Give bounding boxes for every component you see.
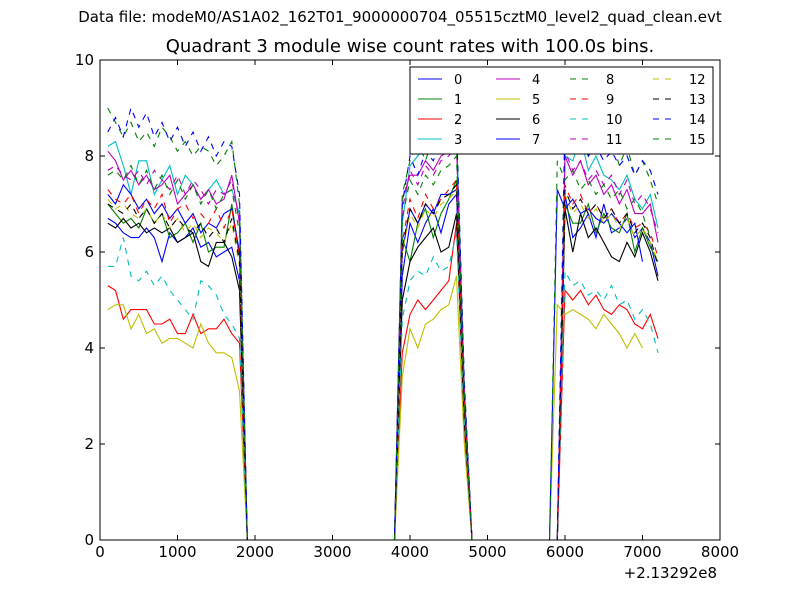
x-tick-label: 5000 — [468, 543, 506, 561]
x-tick-label: 2000 — [236, 543, 274, 561]
y-tick-label: 8 — [84, 147, 94, 165]
x-offset-label: +2.13292e8 — [624, 564, 717, 582]
series-line-14 — [107, 106, 659, 541]
x-tick-label: 4000 — [391, 543, 429, 561]
legend-box — [409, 66, 714, 155]
series-line-6 — [107, 208, 659, 541]
x-tick-label: 8000 — [701, 543, 739, 561]
series-line-2 — [107, 223, 659, 541]
x-tick-label: 1000 — [158, 543, 196, 561]
legend-label-0: 0 — [454, 73, 462, 88]
y-tick-label: 2 — [84, 435, 94, 453]
x-tick-label: 0 — [95, 543, 105, 561]
legend-label-2: 2 — [454, 113, 462, 128]
x-tick-label: 7000 — [623, 543, 661, 561]
x-tick-label: 3000 — [313, 543, 351, 561]
legend-label-13: 13 — [689, 93, 706, 108]
chart-title: Quadrant 3 module wise count rates with … — [165, 36, 655, 57]
figure-suptitle: Data file: modeM0/AS1A02_162T01_90000007… — [78, 8, 722, 26]
y-tick-label: 10 — [75, 51, 94, 69]
legend-label-6: 6 — [532, 113, 540, 128]
legend-label-1: 1 — [454, 93, 462, 108]
y-tick-label: 6 — [84, 243, 94, 261]
legend-label-4: 4 — [532, 73, 540, 88]
legend-label-9: 9 — [606, 93, 614, 108]
legend-label-10: 10 — [606, 113, 623, 128]
legend-label-14: 14 — [689, 113, 706, 128]
legend-label-7: 7 — [532, 133, 540, 148]
series-line-0 — [107, 192, 659, 541]
y-tick-label: 0 — [84, 531, 94, 549]
legend-label-5: 5 — [532, 93, 540, 108]
series-line-8 — [107, 107, 659, 541]
series-line-12 — [107, 188, 659, 541]
legend-label-3: 3 — [454, 133, 462, 148]
series-line-10 — [107, 232, 659, 541]
legend-label-11: 11 — [606, 133, 623, 148]
legend-label-15: 15 — [689, 133, 706, 148]
y-tick-label: 4 — [84, 339, 94, 357]
legend-label-8: 8 — [606, 73, 614, 88]
series-lines — [107, 106, 659, 541]
series-line-13 — [107, 183, 659, 541]
x-tick-label: 6000 — [546, 543, 584, 561]
legend-label-12: 12 — [689, 73, 706, 88]
